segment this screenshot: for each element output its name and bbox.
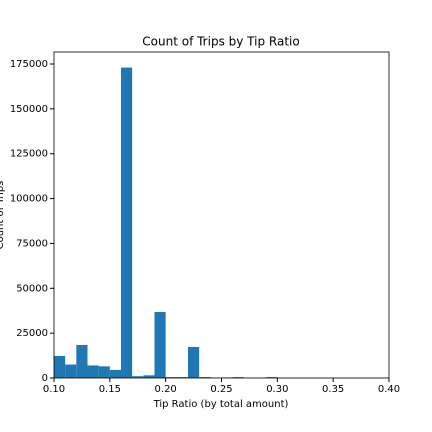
bar [232, 377, 244, 378]
x-tick-label: 0.20 [155, 384, 177, 395]
bar [154, 311, 166, 378]
x-tick-label: 0.40 [378, 384, 400, 395]
x-tick-label: 0.15 [99, 384, 121, 395]
x-tick-label: 0.30 [266, 384, 288, 395]
bar [76, 344, 88, 378]
bar [65, 364, 77, 378]
y-tick-label: 175000 [10, 59, 48, 70]
plot-frame [53, 51, 390, 379]
bar [165, 377, 177, 378]
y-tick-label: 0 [42, 373, 48, 384]
y-tick-label: 50000 [16, 283, 48, 294]
y-tick-label: 125000 [10, 149, 48, 160]
y-tick-label: 75000 [16, 238, 48, 249]
y-tick-label: 100000 [10, 194, 48, 205]
bar [87, 365, 99, 378]
bar [109, 369, 121, 378]
x-tick-label: 0.10 [43, 384, 65, 395]
y-tick-label: 25000 [16, 328, 48, 339]
bar [176, 377, 188, 378]
bar [121, 67, 133, 378]
bar [132, 376, 144, 378]
bar [54, 355, 66, 378]
bar [188, 346, 200, 378]
bar [266, 377, 278, 378]
bar [199, 377, 211, 378]
y-tick-label: 150000 [10, 104, 48, 115]
x-axis-label: Tip Ratio (by total amount) [153, 399, 289, 410]
chart-title: Count of Trips by Tip Ratio [142, 35, 299, 49]
y-axis-label: Count of Trips [0, 181, 6, 250]
bar [98, 366, 110, 378]
bar [143, 375, 155, 378]
x-tick-label: 0.25 [210, 384, 232, 395]
x-tick-label: 0.35 [322, 384, 344, 395]
